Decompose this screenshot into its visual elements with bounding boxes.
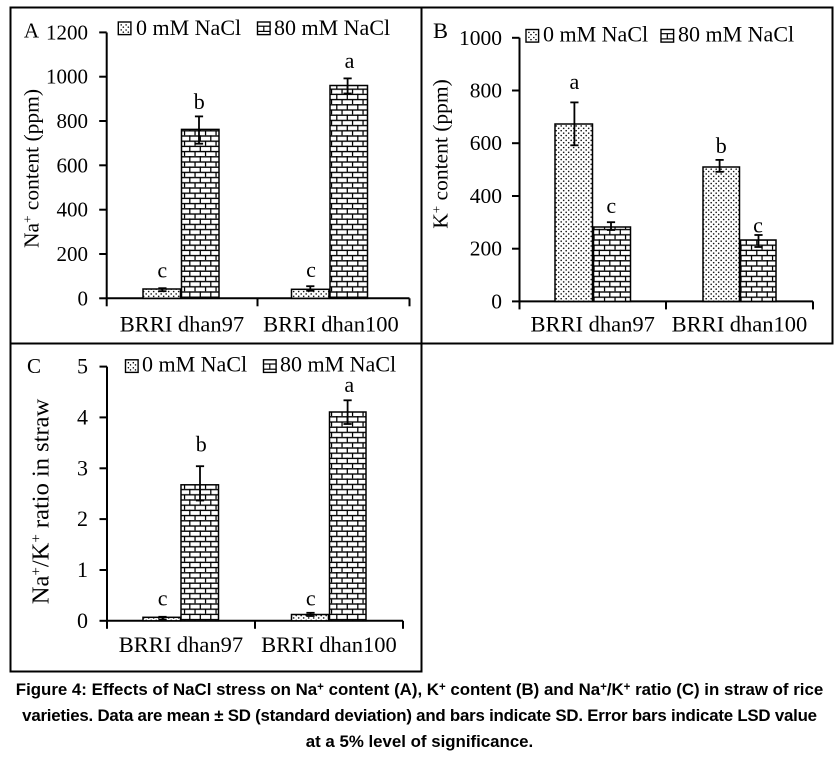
- svg-text:0: 0: [78, 286, 89, 310]
- svg-text:a: a: [344, 372, 354, 397]
- svg-text:80 mM NaCl: 80 mM NaCl: [678, 22, 794, 47]
- svg-text:c: c: [753, 212, 763, 237]
- svg-text:3: 3: [77, 455, 88, 480]
- svg-text:BRRI dhan100: BRRI dhan100: [672, 312, 808, 337]
- svg-text:Na+ content (ppm): Na+ content (ppm): [20, 89, 44, 248]
- svg-text:b: b: [194, 89, 205, 114]
- svg-text:0 mM NaCl: 0 mM NaCl: [543, 22, 648, 47]
- svg-text:200: 200: [470, 237, 502, 261]
- svg-text:a: a: [570, 69, 580, 94]
- svg-text:0: 0: [77, 608, 88, 633]
- svg-text:0 mM NaCl: 0 mM NaCl: [136, 15, 241, 40]
- svg-text:2: 2: [77, 506, 88, 531]
- svg-text:4: 4: [77, 404, 88, 429]
- svg-text:1000: 1000: [46, 65, 88, 89]
- svg-text:400: 400: [470, 184, 502, 208]
- svg-text:b: b: [716, 133, 727, 158]
- svg-text:c: c: [306, 257, 316, 282]
- svg-text:5: 5: [77, 354, 88, 379]
- svg-text:c: c: [158, 585, 168, 610]
- svg-text:c: c: [606, 193, 616, 218]
- svg-text:c: c: [157, 258, 167, 283]
- svg-text:a: a: [345, 48, 355, 73]
- svg-text:B: B: [433, 18, 448, 43]
- svg-text:800: 800: [57, 109, 89, 133]
- svg-text:80 mM NaCl: 80 mM NaCl: [280, 352, 396, 377]
- svg-text:BRRI dhan97: BRRI dhan97: [531, 312, 655, 337]
- svg-text:C: C: [27, 354, 41, 378]
- svg-text:1000: 1000: [459, 26, 502, 50]
- svg-text:BRRI dhan100: BRRI dhan100: [261, 632, 397, 657]
- svg-text:1200: 1200: [46, 20, 88, 44]
- svg-text:BRRI dhan100: BRRI dhan100: [263, 312, 399, 337]
- svg-text:c: c: [306, 586, 316, 611]
- svg-text:b: b: [196, 432, 207, 457]
- svg-text:BRRI dhan97: BRRI dhan97: [120, 312, 244, 337]
- svg-text:200: 200: [57, 242, 89, 266]
- svg-text:400: 400: [57, 198, 89, 222]
- svg-text:600: 600: [57, 153, 89, 177]
- svg-text:0: 0: [491, 289, 502, 313]
- svg-text:600: 600: [470, 131, 502, 155]
- svg-text:K+ content (ppm): K+ content (ppm): [429, 79, 453, 228]
- svg-text:1: 1: [77, 557, 88, 582]
- svg-text:80 mM NaCl: 80 mM NaCl: [274, 15, 390, 40]
- svg-text:BRRI dhan97: BRRI dhan97: [119, 632, 243, 657]
- svg-text:800: 800: [470, 79, 502, 103]
- svg-text:A: A: [24, 19, 40, 43]
- svg-text:0 mM NaCl: 0 mM NaCl: [142, 352, 247, 377]
- svg-text:Na+/K+ ratio in straw: Na+/K+ ratio in straw: [28, 398, 55, 604]
